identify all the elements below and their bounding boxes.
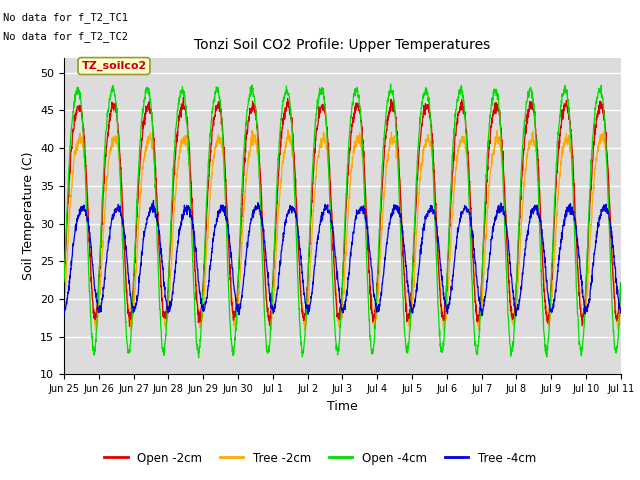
Tree -2cm <box>284 127 292 132</box>
Open -2cm <box>236 235 244 240</box>
Open -4cm <box>542 348 550 353</box>
Open -2cm <box>116 150 124 156</box>
Tree -4cm <box>116 206 124 212</box>
Open -4cm <box>387 81 394 87</box>
Tree -4cm <box>609 243 617 249</box>
Open -2cm <box>376 219 384 225</box>
Tree -2cm <box>542 306 550 312</box>
Open -4cm <box>376 212 384 217</box>
Tree -2cm <box>236 276 244 282</box>
Tree -4cm <box>510 303 518 309</box>
Open -2cm <box>617 280 625 286</box>
Tree -4cm <box>60 308 68 313</box>
Tree -4cm <box>236 305 244 311</box>
Open -2cm <box>180 95 188 100</box>
Open -2cm <box>609 279 617 285</box>
Tree -2cm <box>116 161 124 167</box>
Title: Tonzi Soil CO2 Profile: Upper Temperatures: Tonzi Soil CO2 Profile: Upper Temperatur… <box>195 38 490 52</box>
X-axis label: Time: Time <box>327 400 358 413</box>
Open -2cm <box>60 275 68 280</box>
Tree -2cm <box>609 269 617 275</box>
Open -4cm <box>236 235 244 241</box>
Line: Open -4cm: Open -4cm <box>64 84 621 358</box>
Y-axis label: Soil Temperature (C): Soil Temperature (C) <box>22 152 35 280</box>
Line: Tree -4cm: Tree -4cm <box>64 201 621 316</box>
Open -4cm <box>195 355 202 360</box>
Tree -2cm <box>376 253 384 259</box>
Tree -4cm <box>542 270 550 276</box>
Tree -4cm <box>150 198 157 204</box>
Open -4cm <box>511 324 518 329</box>
Tree -2cm <box>60 302 68 308</box>
Open -4cm <box>617 280 625 286</box>
Open -2cm <box>542 310 550 315</box>
Tree -4cm <box>512 313 520 319</box>
Open -2cm <box>511 310 518 315</box>
Open -4cm <box>60 279 68 285</box>
Text: TZ_soilco2: TZ_soilco2 <box>81 61 147 71</box>
Line: Open -2cm: Open -2cm <box>64 97 621 326</box>
Tree -2cm <box>127 327 135 333</box>
Line: Tree -2cm: Tree -2cm <box>64 130 621 330</box>
Open -2cm <box>125 324 133 329</box>
Legend: Open -2cm, Tree -2cm, Open -4cm, Tree -4cm: Open -2cm, Tree -2cm, Open -4cm, Tree -4… <box>99 447 541 469</box>
Tree -2cm <box>511 315 518 321</box>
Text: No data for f_T2_TC1: No data for f_T2_TC1 <box>3 12 128 23</box>
Text: No data for f_T2_TC2: No data for f_T2_TC2 <box>3 31 128 42</box>
Tree -4cm <box>376 300 384 305</box>
Tree -2cm <box>617 300 625 305</box>
Open -4cm <box>609 329 617 335</box>
Open -4cm <box>116 159 124 165</box>
Tree -4cm <box>617 310 625 316</box>
